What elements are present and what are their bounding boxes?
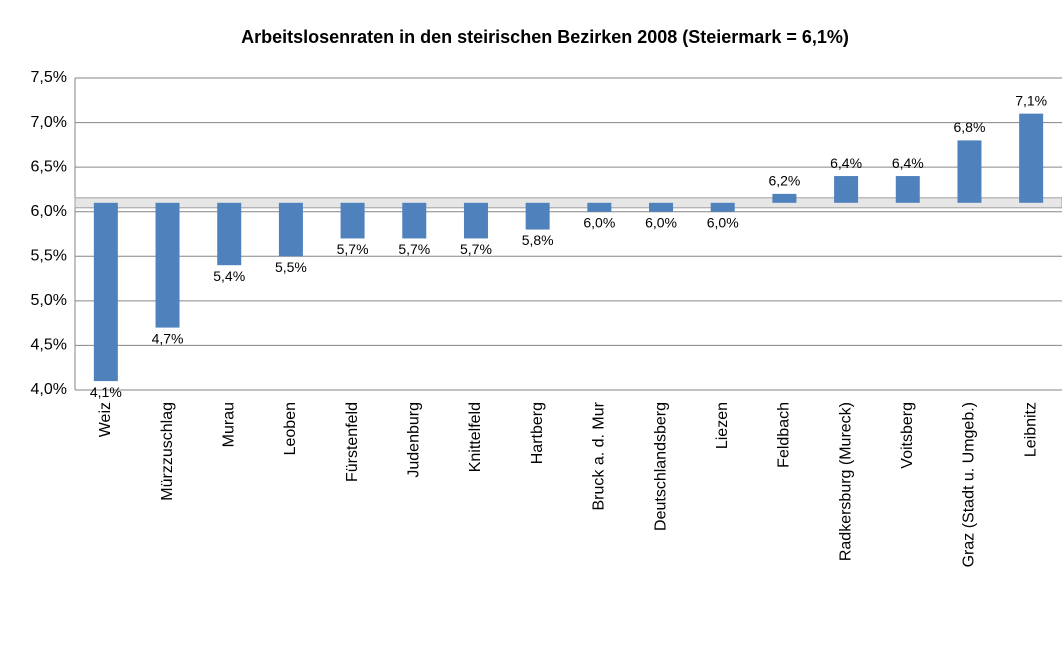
y-tick-label: 4,5% [31,337,67,354]
x-tick-label: Murau [220,402,237,447]
x-tick-label: Knittelfeld [467,402,484,472]
x-tick-label: Graz (Stadt u. Umgeb.) [961,402,978,567]
bar [710,202,735,212]
bar [834,176,859,203]
y-tick-label: 6,5% [31,158,67,175]
baseline [74,197,1062,209]
value-label: 6,2% [768,173,800,189]
bar [525,202,550,230]
x-tick-label: Mürzzuschlag [159,402,176,501]
value-label: 6,8% [954,119,986,135]
value-label: 4,1% [90,384,122,400]
x-tick-label: Leoben [282,402,299,455]
bar [340,202,365,239]
value-label: 5,7% [337,241,369,257]
bar [278,202,303,257]
chart-title: Arbeitslosenraten in den steirischen Bez… [241,27,849,47]
x-tick-label: Deutschlandsberg [652,402,669,531]
y-tick-label: 7,5% [31,69,67,86]
x-tick-label: Liezen [714,402,731,449]
bar [217,202,242,266]
value-label: 5,7% [460,241,492,257]
value-label: 5,7% [398,241,430,257]
x-tick-label: Fürstenfeld [344,402,361,482]
bar [155,202,180,328]
value-label: 6,0% [645,214,677,230]
y-tick-label: 4,0% [31,381,67,398]
value-label: 4,7% [152,330,184,346]
x-tick-label: Hartberg [529,402,546,464]
value-label: 7,1% [1015,92,1047,108]
x-tick-label: Voitsberg [899,402,916,469]
value-label: 5,5% [275,259,307,275]
y-tick-label: 5,5% [31,248,67,265]
bar [1019,113,1044,203]
bar [402,202,427,239]
value-label: 6,0% [583,214,615,230]
x-tick-label: Feldbach [776,402,793,468]
x-tick-label: Judenburg [406,402,423,478]
x-tick-label: Weiz [97,402,114,437]
x-tick-label: Bruck a. d. Mur [591,401,608,510]
value-label: 6,4% [892,155,924,171]
y-tick-label: 5,0% [31,292,67,309]
y-tick-label: 6,0% [31,203,67,220]
x-tick-label: Leibnitz [1022,402,1039,457]
bar [587,202,612,212]
bar [463,202,488,239]
bar [772,193,797,203]
value-label: 6,4% [830,155,862,171]
value-label: 6,0% [707,214,739,230]
bar [895,176,920,203]
value-label: 5,4% [213,268,245,284]
bar [649,202,674,212]
bar [957,140,982,203]
x-tick-label: Radkersburg (Mureck) [837,402,854,561]
value-label: 5,8% [522,232,554,248]
y-tick-label: 7,0% [31,114,67,131]
bar [93,202,118,382]
